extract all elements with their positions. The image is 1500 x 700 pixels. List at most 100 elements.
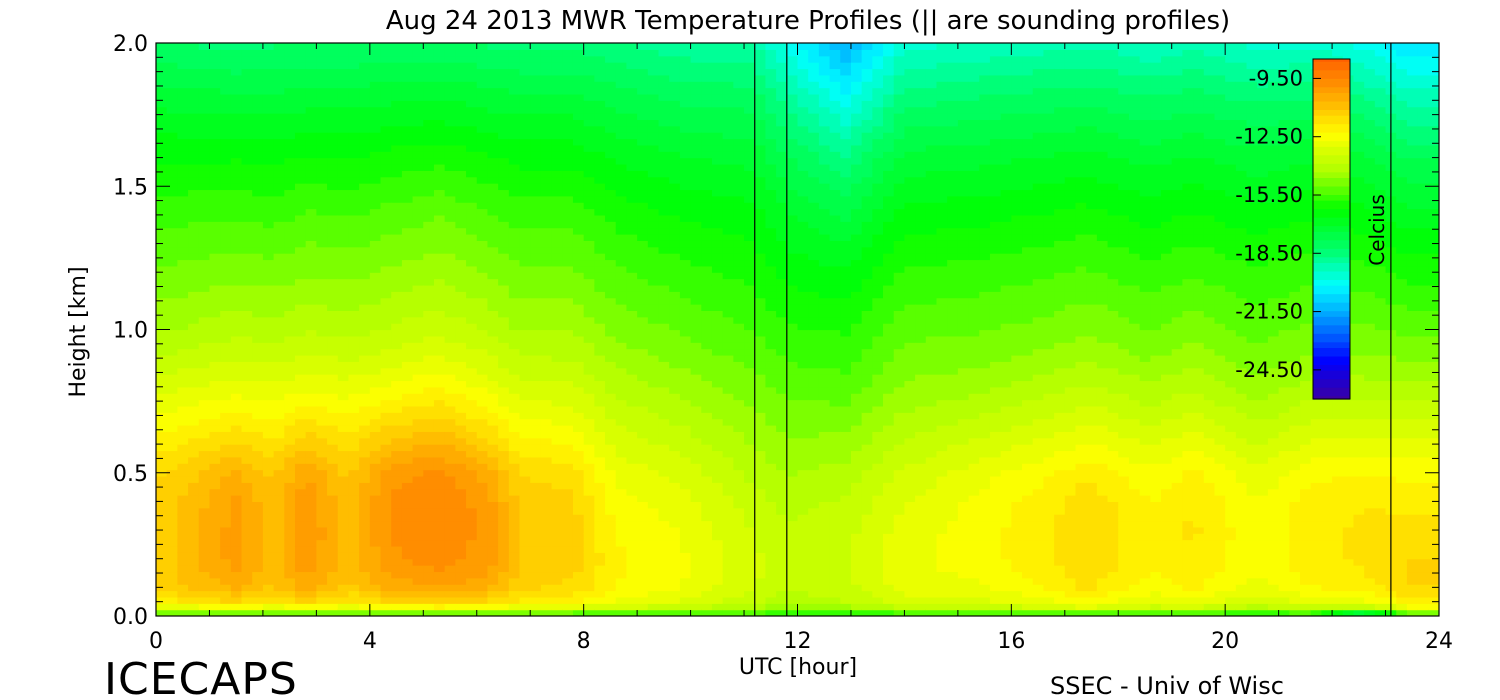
heatmap-cell (562, 81, 574, 89)
heatmap-cell (423, 323, 435, 331)
heatmap-cell (316, 405, 328, 413)
heatmap-cell (294, 558, 307, 566)
heatmap-cell (166, 163, 178, 171)
heatmap-cell (166, 132, 178, 140)
heatmap-cell (572, 380, 585, 388)
heatmap-cell (444, 157, 456, 165)
heatmap-cell (444, 526, 456, 534)
heatmap-cell (284, 323, 296, 331)
heatmap-cell (262, 170, 275, 178)
heatmap-cell (669, 463, 681, 471)
heatmap-cell (455, 329, 467, 337)
heatmap-cell (273, 195, 285, 203)
heatmap-cell (519, 55, 531, 63)
heatmap-cell (466, 170, 478, 178)
heatmap-cell (594, 240, 606, 248)
heatmap-cell (369, 81, 382, 89)
heatmap-cell (711, 584, 724, 592)
heatmap-cell (412, 437, 424, 445)
heatmap-cell (369, 405, 382, 413)
heatmap-cell (348, 208, 360, 216)
heatmap-cell (530, 418, 542, 426)
heatmap-cell (605, 170, 617, 178)
heatmap-cell (733, 246, 745, 254)
heatmap-cell (401, 444, 414, 452)
heatmap-cell (562, 240, 574, 248)
heatmap-cell (369, 488, 382, 496)
heatmap-cell (466, 144, 478, 152)
heatmap-cell (605, 361, 617, 369)
heatmap-cell (327, 495, 339, 502)
heatmap-cell (262, 163, 275, 171)
heatmap-cell (391, 571, 403, 579)
heatmap-cell (466, 163, 478, 171)
heatmap-cell (530, 456, 542, 464)
heatmap-cell (722, 234, 734, 241)
heatmap-cell (241, 361, 253, 369)
heatmap-cell (487, 482, 499, 490)
heatmap-cell (626, 221, 638, 229)
heatmap-cell (615, 469, 628, 477)
heatmap-cell (540, 106, 553, 114)
heatmap-cell (348, 310, 360, 318)
heatmap-cell (423, 195, 435, 203)
heatmap-cell (519, 100, 531, 108)
heatmap-cell (444, 278, 456, 286)
heatmap-cell (572, 552, 585, 560)
heatmap-cell (626, 62, 638, 70)
heatmap-cell (637, 132, 649, 140)
heatmap-cell (508, 316, 521, 324)
heatmap-cell (198, 495, 211, 502)
heatmap-cell (551, 195, 563, 203)
heatmap-cell (284, 399, 296, 407)
heatmap-cell (551, 482, 563, 490)
heatmap-cell (198, 132, 211, 140)
heatmap-cell (209, 380, 221, 388)
heatmap-cell (198, 119, 211, 127)
heatmap-cell (669, 577, 681, 585)
heatmap-cell (348, 253, 360, 261)
heatmap-cell (177, 93, 189, 101)
heatmap-cell (466, 361, 478, 369)
heatmap-cell (551, 81, 563, 89)
heatmap-cell (476, 74, 489, 82)
heatmap-cell (305, 450, 317, 458)
heatmap-cell (551, 577, 563, 585)
heatmap-cell (412, 163, 424, 171)
heatmap-cell (583, 552, 595, 560)
heatmap-cell (412, 304, 424, 311)
heatmap-cell (626, 68, 638, 76)
heatmap-cell (562, 138, 574, 146)
heatmap-cell (156, 138, 168, 146)
heatmap-cell (455, 444, 467, 452)
heatmap-cell (583, 246, 595, 254)
heatmap-cell (305, 380, 317, 388)
heatmap-cell (572, 520, 585, 528)
heatmap-cell (156, 609, 168, 616)
heatmap-cell (487, 100, 499, 108)
heatmap-cell (294, 507, 307, 515)
heatmap-cell (562, 234, 574, 241)
heatmap-cell (455, 539, 467, 547)
heatmap-cell (294, 437, 307, 445)
heatmap-cell (220, 138, 232, 146)
heatmap-cell (498, 227, 510, 235)
heatmap-cell (359, 81, 371, 89)
heatmap-cell (316, 113, 328, 120)
heatmap-cell (273, 571, 285, 579)
heatmap-cell (508, 74, 521, 82)
heatmap-cell (166, 444, 178, 452)
heatmap-cell (209, 189, 221, 197)
heatmap-cell (679, 469, 692, 477)
heatmap-cell (637, 533, 649, 541)
heatmap-cell (156, 93, 168, 101)
heatmap-cell (252, 74, 264, 82)
heatmap-cell (369, 138, 382, 146)
heatmap-cell (241, 399, 253, 407)
heatmap-cell (605, 374, 617, 382)
heatmap-cell (380, 533, 392, 541)
heatmap-cell (476, 144, 489, 152)
heatmap-cell (744, 495, 756, 502)
heatmap-cell (711, 272, 724, 280)
heatmap-cell (230, 609, 243, 616)
